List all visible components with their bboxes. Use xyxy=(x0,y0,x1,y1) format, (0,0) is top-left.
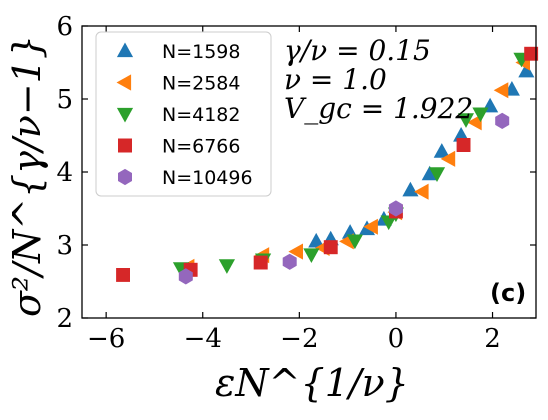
y-tick-label: 6 xyxy=(56,12,73,42)
legend-marker xyxy=(118,138,132,153)
data-point-series-2 xyxy=(428,167,446,182)
axis-ticks: −6 −4 −2 0 2 2 3 4 5 6 xyxy=(56,12,536,354)
panel-label: (c) xyxy=(490,279,526,307)
data-point-series-4 xyxy=(178,268,193,285)
data-point-series-4 xyxy=(388,200,403,217)
x-tick-label: −4 xyxy=(184,324,222,354)
x-tick-label: 0 xyxy=(388,324,405,354)
data-point-series-2 xyxy=(346,234,363,250)
data-point-series-0 xyxy=(421,165,438,181)
data-point-series-1 xyxy=(414,183,429,200)
data-point-series-3 xyxy=(116,268,130,282)
data-point-series-2 xyxy=(303,248,320,263)
data-point-series-0 xyxy=(402,181,419,197)
data-point-series-2 xyxy=(380,215,397,231)
data-point-series-4 xyxy=(282,253,297,270)
data-point-series-1 xyxy=(440,150,456,167)
data-point-series-1 xyxy=(363,218,378,235)
data-point-series-3 xyxy=(524,46,539,61)
y-tick-label: 4 xyxy=(56,158,73,188)
data-point-series-4 xyxy=(495,112,510,129)
data-point-series-0 xyxy=(433,143,450,158)
data-point-series-2 xyxy=(457,113,474,128)
data-point-series-1 xyxy=(288,243,303,260)
x-axis-label: εN^{1/ν} xyxy=(215,361,409,405)
data-point-series-3 xyxy=(323,240,338,255)
data-point-series-1 xyxy=(493,82,509,99)
data-point-series-3 xyxy=(456,138,471,152)
data-point-series-1 xyxy=(467,114,482,131)
data-point-series-2 xyxy=(218,259,235,274)
legend-label: N=6766 xyxy=(162,136,241,158)
legend-label: N=10496 xyxy=(162,167,253,189)
legend-marker xyxy=(116,42,134,58)
param-gamma-over-nu: γ/ν = 0.15 xyxy=(284,34,431,67)
legend-box xyxy=(95,31,272,197)
legend-label: N=1598 xyxy=(162,41,241,63)
y-tick-label: 5 xyxy=(56,85,73,115)
x-tick-label: −2 xyxy=(280,324,318,354)
data-points xyxy=(116,46,539,285)
param-nu: ν = 1.0 xyxy=(284,63,387,96)
y-axis-label: σ²/N^{γ/ν−1} xyxy=(5,35,49,317)
y-tick-label: 2 xyxy=(56,304,73,334)
x-tick-label: −6 xyxy=(87,324,125,354)
legend-label: N=2584 xyxy=(162,73,241,95)
param-vgc: V_gc = 1.922 xyxy=(284,92,473,125)
data-point-series-0 xyxy=(308,232,325,248)
data-point-series-0 xyxy=(518,62,535,78)
legend-marker xyxy=(116,74,132,91)
data-point-series-2 xyxy=(472,107,489,123)
data-point-series-0 xyxy=(453,127,470,142)
legend-marker xyxy=(118,168,132,186)
data-point-series-3 xyxy=(253,255,268,270)
x-tick-label: 2 xyxy=(484,324,501,354)
legend-marker xyxy=(116,107,134,123)
parameter-annotation: γ/ν = 0.15 ν = 1.0 V_gc = 1.922 xyxy=(284,34,473,125)
legend-label: N=4182 xyxy=(162,104,241,126)
legend: N=1598 N=2584 N=4182 N=6766 N=10496 xyxy=(95,31,272,197)
y-tick-label: 3 xyxy=(56,231,73,261)
